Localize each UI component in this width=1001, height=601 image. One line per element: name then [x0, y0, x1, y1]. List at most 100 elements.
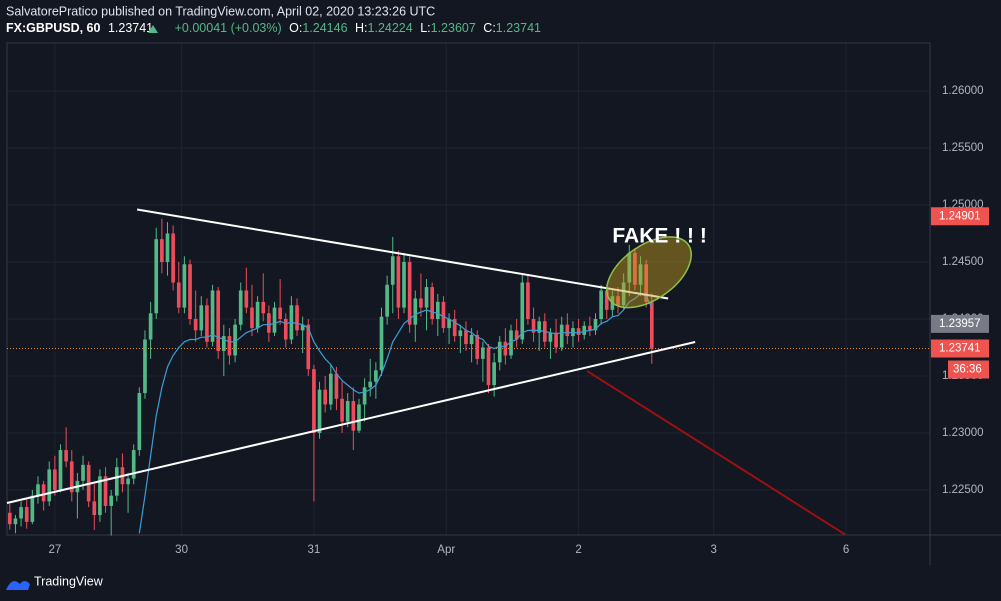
candle-body — [576, 328, 581, 335]
x-tick-label: 6 — [843, 544, 849, 556]
candle-body — [154, 239, 159, 314]
candle-body — [261, 301, 266, 314]
symbol: FX:GBPUSD, 60 — [6, 21, 101, 35]
candle-body — [69, 461, 74, 493]
trend-line — [6, 341, 696, 504]
candle-body — [554, 332, 558, 348]
candle-body — [588, 325, 592, 331]
candle-body — [402, 261, 406, 308]
candle-body — [526, 282, 530, 319]
candle-body — [312, 369, 316, 433]
candle-body — [548, 332, 553, 342]
y-tick-label: 1.22500 — [942, 484, 984, 496]
c-value: 1.23741 — [496, 21, 541, 35]
o-value: 1.24146 — [302, 21, 347, 35]
price-label-box — [931, 207, 989, 226]
price-label: 1.23741 — [939, 343, 981, 355]
candle-body — [340, 398, 344, 422]
logo — [6, 581, 30, 590]
candle-body — [323, 389, 328, 405]
l-label: L: — [420, 21, 430, 35]
price-label-box — [931, 339, 989, 358]
candle-body — [571, 328, 575, 337]
o-label: O: — [289, 21, 302, 35]
candle-body — [537, 321, 542, 333]
price-label: 1.24901 — [939, 210, 981, 222]
candle-body — [469, 334, 474, 345]
candle-body — [638, 264, 643, 285]
candle-body — [419, 298, 423, 308]
candle-body — [509, 330, 513, 356]
candle-body — [238, 290, 243, 325]
candle-body — [503, 341, 508, 356]
candle-body — [176, 282, 181, 308]
candle-body — [317, 389, 322, 433]
candle-body — [379, 316, 384, 371]
symbol-line: FX:GBPUSD, 60 1.23741 +0.00041 (+0.03%) … — [6, 21, 541, 35]
candle-body — [109, 495, 114, 506]
candle-body — [351, 401, 356, 431]
candle-body — [452, 318, 457, 337]
publisher-line: SalvatorePratico published on TradingVie… — [6, 4, 435, 18]
candle-body — [148, 313, 153, 340]
candle-body — [233, 324, 237, 356]
candle-body — [283, 318, 288, 340]
candle-body — [334, 373, 339, 399]
candle-body — [514, 330, 519, 340]
candle-body — [165, 233, 170, 262]
candle-body — [458, 330, 463, 337]
x-tick-label: 3 — [711, 544, 717, 556]
candle-body — [385, 284, 389, 317]
candle-body — [413, 298, 418, 325]
candle-body — [475, 334, 480, 359]
candle-body — [396, 256, 401, 308]
candle-body — [92, 501, 97, 516]
candle-body — [368, 381, 373, 388]
x-tick-label: 2 — [575, 544, 581, 556]
candle-body — [616, 296, 620, 306]
candle-body — [582, 325, 587, 335]
x-tick-label: 30 — [175, 544, 188, 556]
countdown: 36:36 — [953, 364, 982, 376]
y-tick-label: 1.26000 — [942, 85, 984, 97]
candle-body — [227, 336, 232, 356]
y-tick-label: 1.23000 — [942, 427, 984, 439]
candle-body — [24, 507, 29, 522]
candle-body — [205, 305, 209, 342]
candle-body — [593, 318, 598, 331]
candle-body — [374, 370, 378, 382]
candle-body — [278, 307, 282, 319]
candle-body — [407, 261, 412, 325]
candle-body — [345, 401, 350, 422]
h-value: 1.24224 — [368, 21, 413, 35]
candle-body — [328, 373, 333, 405]
up-arrow — [148, 25, 158, 33]
candle-body — [272, 307, 277, 333]
candle-body — [497, 341, 502, 363]
candle-body — [244, 290, 249, 308]
annotation: FAKE ! ! ! — [612, 224, 707, 247]
candle-body — [182, 264, 187, 308]
candle-body — [390, 256, 395, 285]
candle-body — [41, 484, 46, 502]
candle-body — [210, 290, 215, 342]
candle-body — [649, 302, 654, 349]
candle-body — [103, 476, 108, 506]
change: +0.00041 (+0.03%) — [175, 21, 282, 35]
brand: TradingView — [34, 574, 104, 588]
candle-body — [565, 324, 570, 337]
candle-body — [464, 330, 468, 345]
candle-body — [193, 318, 198, 331]
candle-body — [36, 484, 40, 496]
candle-body — [160, 239, 164, 262]
x-tick-label: Apr — [437, 544, 455, 556]
trend-line — [586, 370, 846, 536]
candle-body — [306, 324, 311, 370]
candle-body — [131, 450, 136, 479]
candle-body — [627, 252, 632, 283]
trend-line — [136, 208, 669, 300]
c-label: C: — [483, 21, 496, 35]
y-tick-label: 1.25500 — [942, 142, 984, 154]
countdown-box — [948, 360, 989, 379]
